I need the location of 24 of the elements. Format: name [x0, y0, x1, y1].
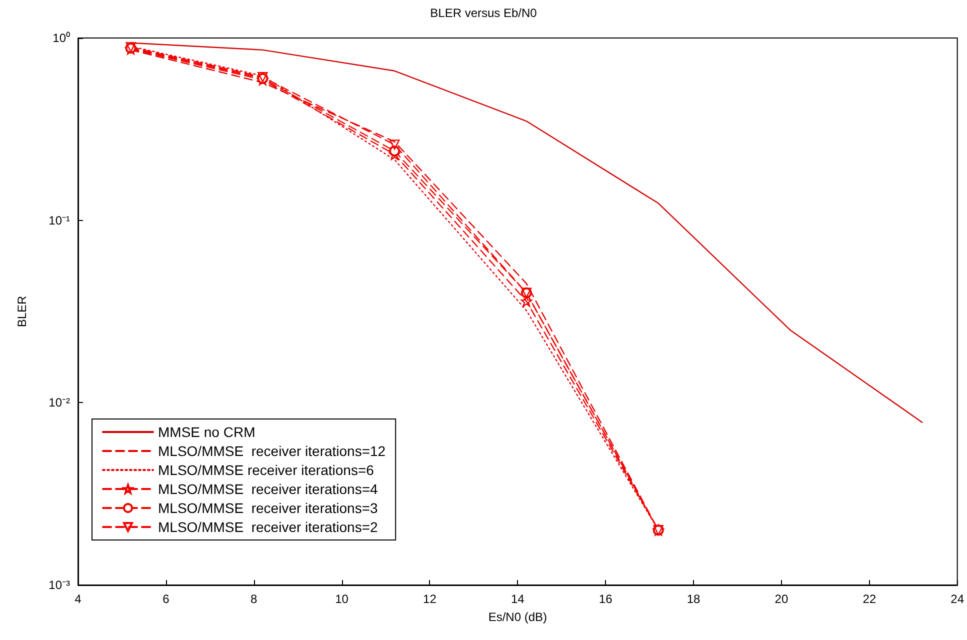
x-tick-label: 18 [686, 592, 701, 606]
x-tick-label: 10 [335, 592, 349, 606]
x-tick-label: 16 [598, 592, 613, 606]
y-tick-label: 10⁻³ [48, 578, 70, 592]
x-tick-label: 24 [950, 592, 964, 606]
x-tick-label: 20 [774, 592, 788, 606]
y-tick-label: 10⁻² [48, 396, 70, 410]
legend-label: MLSO/MMSE receiver iterations=4 [158, 481, 378, 497]
chart-title: BLER versus Eb/N0 [430, 6, 538, 20]
x-tick-label: 6 [162, 592, 170, 606]
x-axis-title: Es/N0 (dB) [488, 610, 548, 624]
y-tick-label: 10⁻¹ [48, 213, 70, 228]
legend-label: MLSO/MMSE receiver iterations=2 [158, 519, 378, 535]
x-tick-label: 14 [510, 592, 525, 606]
y-axis-title: BLER [15, 296, 29, 328]
y-tick-label: 10⁰ [52, 31, 70, 45]
x-tick-label: 22 [862, 592, 876, 606]
legend-label: MMSE no CRM [158, 424, 256, 440]
x-tick-label: 4 [74, 592, 82, 606]
x-tick-label: 12 [423, 592, 437, 606]
x-tick-label: 8 [250, 592, 258, 606]
legend-label: MLSO/MMSE receiver iterations=6 [158, 462, 374, 478]
legend-label: MLSO/MMSE receiver iterations=12 [158, 443, 386, 459]
legend-label: MLSO/MMSE receiver iterations=3 [158, 500, 378, 516]
